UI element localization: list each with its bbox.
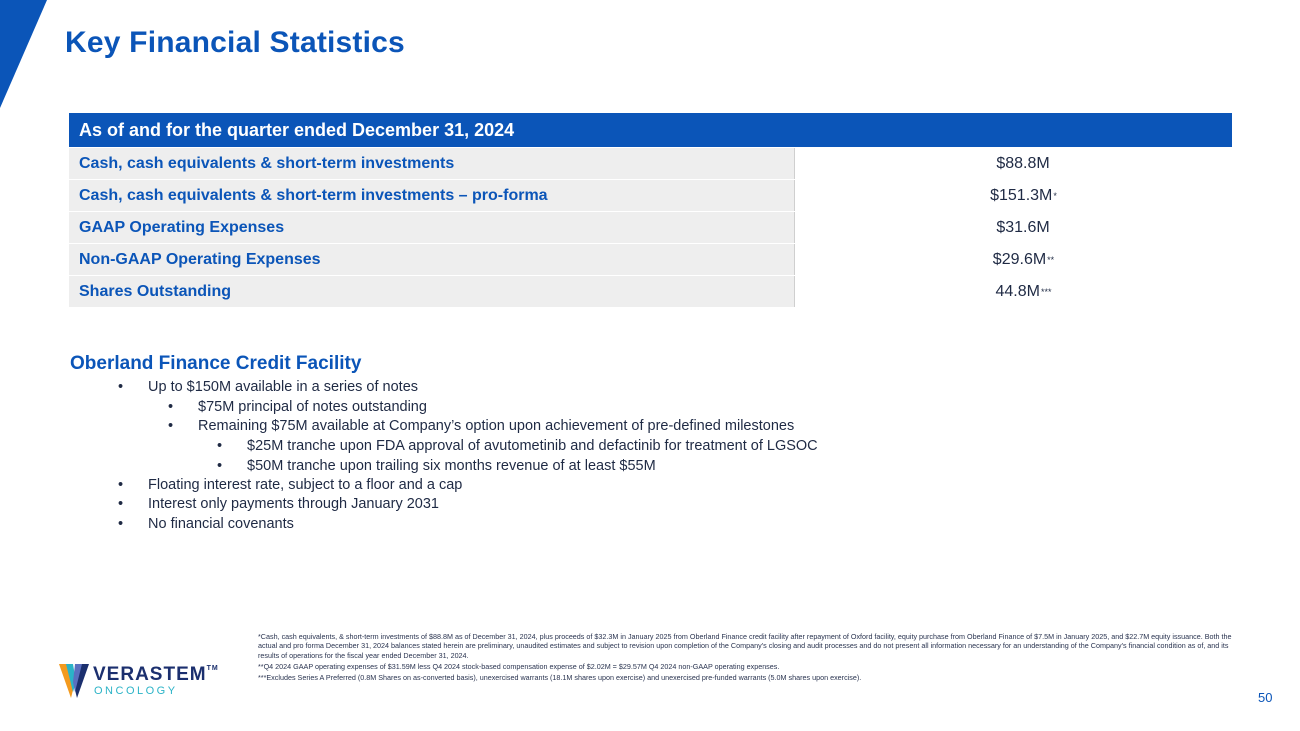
bullet-icon: • bbox=[118, 379, 124, 395]
financial-stats-table: As of and for the quarter ended December… bbox=[69, 113, 1232, 307]
bullet-icon: • bbox=[118, 516, 124, 532]
logo-wordmark: VERASTEMTM bbox=[93, 664, 219, 686]
row-label: Shares Outstanding bbox=[69, 276, 795, 307]
list-item-text: $75M principal of notes outstanding bbox=[198, 399, 427, 415]
row-value: $29.6M ** bbox=[795, 244, 1232, 275]
footnote-3: ***Excludes Series A Preferred (0.8M Sha… bbox=[258, 673, 862, 683]
value-text: $151.3M bbox=[990, 186, 1053, 204]
footnote-mark: * bbox=[1053, 190, 1057, 201]
value-text: $31.6M bbox=[996, 218, 1050, 236]
logo-mark-icon bbox=[59, 664, 89, 698]
row-value: $31.6M bbox=[795, 212, 1232, 243]
row-value: 44.8M *** bbox=[795, 276, 1232, 307]
list-item-text: No financial covenants bbox=[148, 516, 294, 532]
table-row: Non-GAAP Operating Expenses $29.6M ** bbox=[69, 243, 1232, 275]
list-item-text: Up to $150M available in a series of not… bbox=[148, 379, 419, 395]
table-row: Cash, cash equivalents & short-term inve… bbox=[69, 147, 1232, 179]
row-value: $151.3M * bbox=[795, 180, 1232, 211]
row-label: Cash, cash equivalents & short-term inve… bbox=[69, 180, 795, 211]
facility-title: Oberland Finance Credit Facility bbox=[70, 353, 362, 374]
bullet-icon: • bbox=[217, 438, 223, 454]
value-text: $88.8M bbox=[996, 154, 1050, 172]
bullet-icon: • bbox=[118, 477, 124, 493]
table-heading: As of and for the quarter ended December… bbox=[69, 113, 1232, 147]
value-text: $29.6M bbox=[992, 250, 1047, 268]
footnote-mark: *** bbox=[1040, 286, 1052, 297]
table-row: Cash, cash equivalents & short-term inve… bbox=[69, 179, 1232, 211]
list-item-text: $25M tranche upon FDA approval of avutom… bbox=[247, 438, 818, 454]
row-label: Cash, cash equivalents & short-term inve… bbox=[69, 148, 795, 179]
bullet-icon: • bbox=[217, 458, 223, 474]
footnote-1: *Cash, cash equivalents, & short-term in… bbox=[258, 632, 1232, 660]
value-text: 44.8M bbox=[995, 282, 1040, 300]
row-value: $88.8M bbox=[795, 148, 1232, 179]
corner-accent-stripe bbox=[0, 0, 47, 108]
table-row: GAAP Operating Expenses $31.6M bbox=[69, 211, 1232, 243]
row-label: GAAP Operating Expenses bbox=[69, 212, 795, 243]
bullet-icon: • bbox=[168, 399, 174, 415]
footnotes: *Cash, cash equivalents, & short-term in… bbox=[258, 632, 1243, 684]
footnote-mark: ** bbox=[1047, 254, 1055, 265]
list-item-text: Remaining $75M available at Company’s op… bbox=[198, 418, 795, 434]
company-logo: VERASTEMTM ONCOLOGY bbox=[57, 662, 219, 702]
bullet-icon: • bbox=[118, 496, 124, 512]
logo-trademark: TM bbox=[206, 665, 219, 672]
bullet-icon: • bbox=[168, 418, 174, 434]
row-label: Non-GAAP Operating Expenses bbox=[69, 244, 795, 275]
page-title: Key Financial Statistics bbox=[65, 26, 405, 59]
page-number: 50 bbox=[1258, 690, 1273, 705]
logo-name: VERASTEM bbox=[93, 664, 207, 685]
list-item-text: Floating interest rate, subject to a flo… bbox=[148, 477, 463, 493]
table-row: Shares Outstanding 44.8M *** bbox=[69, 275, 1232, 307]
list-item-text: Interest only payments through January 2… bbox=[148, 496, 439, 512]
logo-subtitle: ONCOLOGY bbox=[94, 685, 178, 697]
footnote-2: **Q4 2024 GAAP operating expenses of $31… bbox=[258, 661, 780, 671]
list-item-text: $50M tranche upon trailing six months re… bbox=[247, 458, 656, 474]
